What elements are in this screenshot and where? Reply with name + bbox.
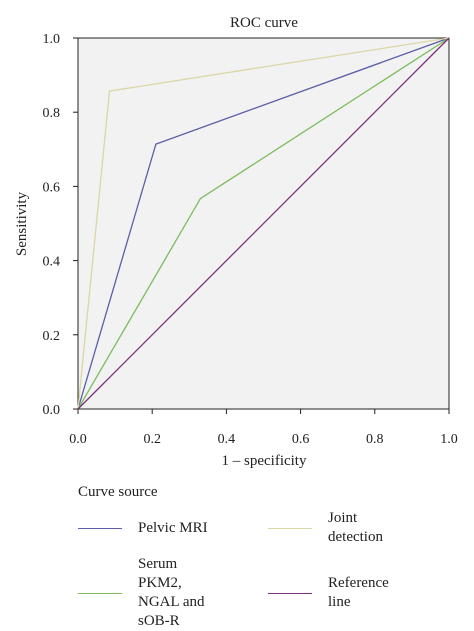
- series-line-2: [77, 37, 450, 410]
- roc-chart: ROC curve 0.0 0.2 0.4 0.6 0.8 1.0 0.00.20.40.…: [14, 15, 458, 469]
- chart-title: ROC curve: [230, 15, 298, 31]
- legend-item: Pelvic MRI: [78, 509, 268, 547]
- legend-swatch: [78, 527, 122, 529]
- y-axis-ticks: 0.0 0.2 0.4 0.6 0.8 1.0: [43, 32, 78, 418]
- x-tick-label: 0.4: [218, 432, 236, 447]
- x-tick-label: 0.2: [143, 432, 161, 447]
- y-tick-label: 0.8: [43, 106, 61, 121]
- series-line-0: [77, 37, 450, 410]
- legend: Curve source Pelvic MRI Joint detection Se…: [78, 484, 458, 631]
- x-axis-ticks: 0.0 0.2 0.4 0.6 0.8 1.0: [69, 409, 458, 447]
- legend-label: Pelvic MRI: [138, 519, 208, 536]
- x-tick-label: 0.6: [292, 432, 310, 447]
- series-line-1: [77, 37, 450, 410]
- legend-item: Reference line: [268, 555, 448, 631]
- y-tick-label: 0.0: [43, 403, 61, 418]
- legend-swatch: [268, 527, 312, 529]
- y-tick-label: 0.6: [43, 180, 61, 195]
- legend-grid: Pelvic MRI Joint detection Serum PKM2, NGA…: [78, 509, 458, 631]
- series-line-3: [77, 37, 450, 410]
- legend-label: Serum PKM2, NGAL and sOB-R: [138, 556, 205, 629]
- legend-item: Serum PKM2, NGAL and sOB-R: [78, 555, 268, 631]
- y-tick-label: 0.2: [43, 329, 61, 344]
- y-tick-label: 1.0: [43, 32, 61, 47]
- legend-item: Joint detection: [268, 509, 448, 547]
- y-axis-label: Sensitivity: [14, 191, 30, 256]
- x-tick-label: 0.8: [366, 432, 384, 447]
- legend-title: Curve source: [78, 484, 158, 500]
- legend-label: Joint detection: [328, 510, 383, 545]
- x-tick-label: 0.0: [69, 432, 87, 447]
- y-tick-label: 0.4: [43, 255, 61, 270]
- x-tick-label: 1.0: [440, 432, 458, 447]
- legend-swatch: [268, 592, 312, 594]
- series-layer: [77, 37, 450, 410]
- legend-label: Reference line: [328, 575, 389, 610]
- x-axis-label: 1 – specificity: [222, 453, 307, 469]
- legend-swatch: [78, 592, 122, 594]
